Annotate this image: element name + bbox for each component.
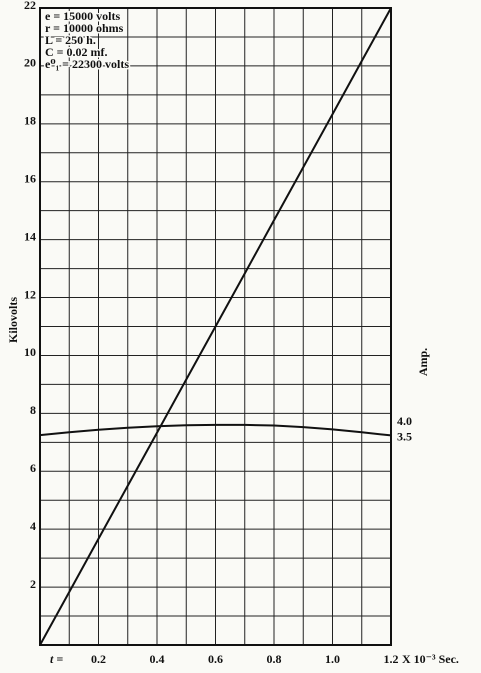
annotation: L = 250 h. <box>45 33 96 47</box>
x-tick-label: 1.0 <box>325 652 340 666</box>
y2-tick-label: 3.5 <box>397 430 412 444</box>
y-tick-label: 20 <box>24 56 36 70</box>
y-tick-label: 2 <box>30 577 36 591</box>
annotation: e⁰₁ = 22300 volts <box>45 57 129 71</box>
y-tick-label: 18 <box>24 114 36 128</box>
x-tick-label: 0.2 <box>91 652 106 666</box>
y-tick-label: 4 <box>30 519 36 533</box>
y-tick-label: 14 <box>24 229 36 243</box>
plot-frame <box>39 7 392 646</box>
x-tick-label: 0.8 <box>267 652 282 666</box>
x-axis-prefix: t = <box>50 652 63 666</box>
y-tick-label: 10 <box>24 345 36 359</box>
y2-tick-label: 4.0 <box>397 414 412 428</box>
y2-axis-label: Amp. <box>416 348 430 376</box>
y-tick-label: 6 <box>30 461 36 475</box>
x-tick-label: 0.6 <box>208 652 223 666</box>
y-axis-label: Kilovolts <box>6 297 20 343</box>
data-line <box>39 423 392 437</box>
y-tick-label: 16 <box>24 171 36 185</box>
x-axis-suffix: X 10⁻³ Sec. <box>402 652 459 666</box>
annotation: e = 15000 volts <box>45 9 120 23</box>
y-tick-label: 12 <box>24 287 36 301</box>
x-tick-label: 0.4 <box>150 652 165 666</box>
y-tick-label: 22 <box>24 0 36 12</box>
x-tick-label: 1.2 <box>384 652 399 666</box>
annotation: r = 10000 ohms <box>45 21 124 35</box>
data-line <box>39 7 392 646</box>
y-tick-label: 8 <box>30 403 36 417</box>
annotation: C = 0.02 mf. <box>45 45 108 59</box>
